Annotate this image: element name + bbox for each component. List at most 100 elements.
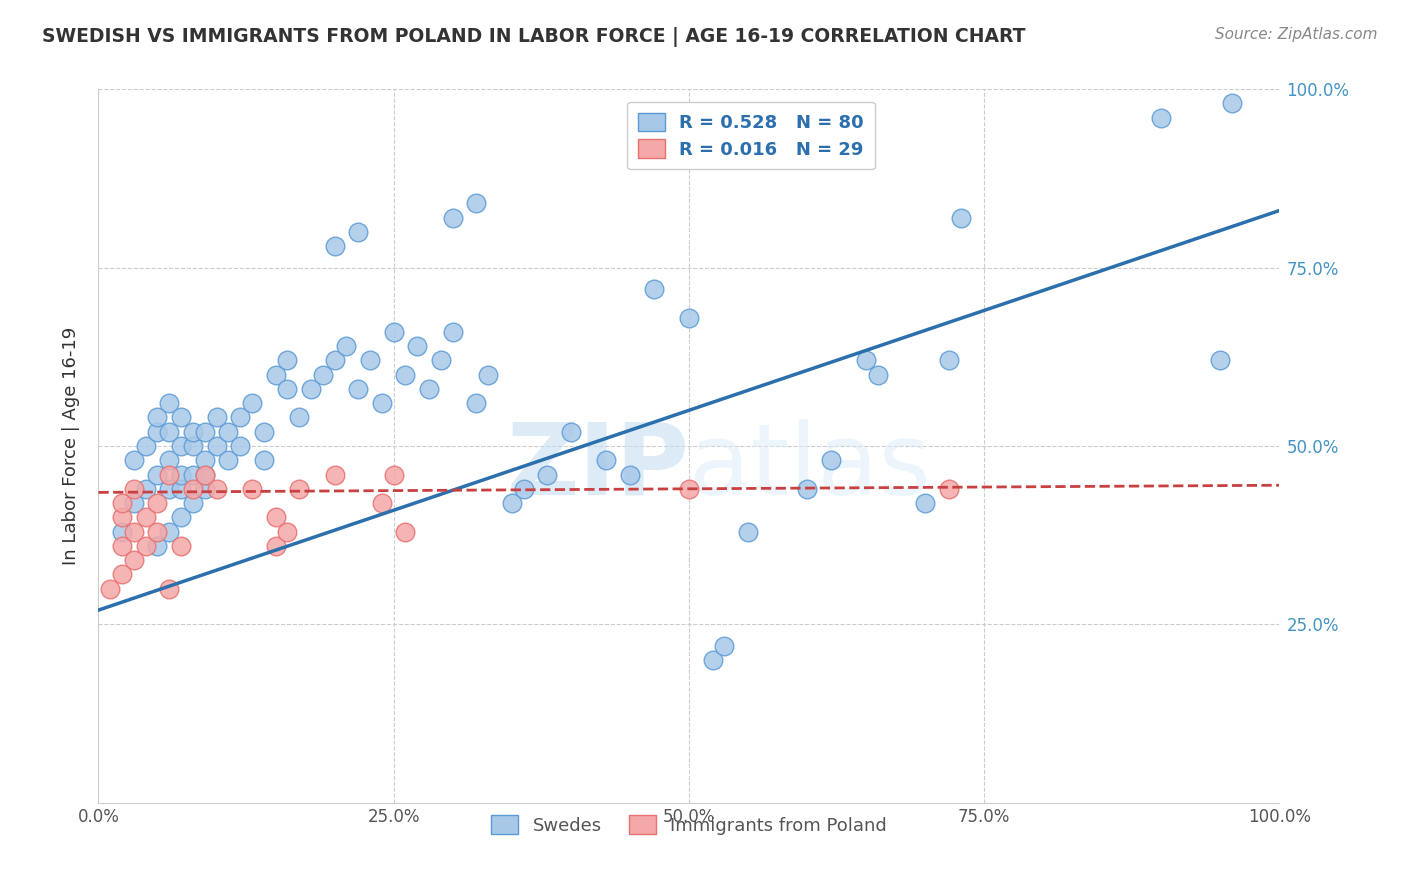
Point: [181, 439, 204, 453]
Point: [323, 239, 346, 253]
Point: [229, 439, 252, 453]
Point: [122, 453, 145, 467]
Point: [135, 439, 157, 453]
Point: [253, 425, 276, 439]
Point: [170, 439, 193, 453]
Point: [194, 453, 217, 467]
Point: [477, 368, 499, 382]
Point: [122, 553, 145, 567]
Point: [111, 524, 134, 539]
Point: [276, 524, 298, 539]
Point: [702, 653, 724, 667]
Point: [111, 567, 134, 582]
Point: [181, 496, 204, 510]
Point: [264, 368, 287, 382]
Point: [135, 482, 157, 496]
Point: [394, 524, 416, 539]
Point: [170, 510, 193, 524]
Point: [253, 453, 276, 467]
Point: [335, 339, 357, 353]
Point: [194, 482, 217, 496]
Point: [170, 539, 193, 553]
Text: SWEDISH VS IMMIGRANTS FROM POLAND IN LABOR FORCE | AGE 16-19 CORRELATION CHART: SWEDISH VS IMMIGRANTS FROM POLAND IN LAB…: [42, 27, 1026, 46]
Point: [157, 453, 180, 467]
Point: [560, 425, 582, 439]
Point: [619, 467, 641, 482]
Point: [181, 482, 204, 496]
Point: [146, 496, 169, 510]
Point: [323, 467, 346, 482]
Point: [678, 310, 700, 325]
Point: [465, 196, 488, 211]
Point: [157, 425, 180, 439]
Point: [276, 382, 298, 396]
Point: [170, 467, 193, 482]
Point: [914, 496, 936, 510]
Point: [643, 282, 665, 296]
Text: Source: ZipAtlas.com: Source: ZipAtlas.com: [1215, 27, 1378, 42]
Point: [595, 453, 617, 467]
Point: [288, 482, 311, 496]
Point: [240, 482, 263, 496]
Point: [157, 582, 180, 596]
Text: atlas: atlas: [689, 419, 931, 516]
Point: [170, 482, 193, 496]
Y-axis label: In Labor Force | Age 16-19: In Labor Force | Age 16-19: [62, 326, 80, 566]
Point: [194, 425, 217, 439]
Point: [359, 353, 381, 368]
Point: [796, 482, 818, 496]
Point: [111, 539, 134, 553]
Point: [170, 410, 193, 425]
Point: [122, 482, 145, 496]
Point: [194, 467, 217, 482]
Point: [938, 353, 960, 368]
Point: [371, 396, 394, 410]
Point: [512, 482, 534, 496]
Point: [949, 211, 972, 225]
Point: [1150, 111, 1173, 125]
Point: [146, 410, 169, 425]
Point: [157, 467, 180, 482]
Point: [205, 439, 228, 453]
Text: ZIP: ZIP: [506, 419, 689, 516]
Point: [855, 353, 877, 368]
Point: [157, 524, 180, 539]
Point: [299, 382, 322, 396]
Point: [276, 353, 298, 368]
Point: [181, 467, 204, 482]
Point: [536, 467, 558, 482]
Point: [146, 425, 169, 439]
Point: [441, 325, 464, 339]
Point: [938, 482, 960, 496]
Point: [146, 467, 169, 482]
Point: [323, 353, 346, 368]
Point: [205, 410, 228, 425]
Point: [382, 325, 405, 339]
Point: [418, 382, 440, 396]
Point: [157, 396, 180, 410]
Point: [146, 539, 169, 553]
Point: [229, 410, 252, 425]
Point: [371, 496, 394, 510]
Point: [217, 425, 239, 439]
Point: [135, 510, 157, 524]
Point: [194, 467, 217, 482]
Point: [312, 368, 335, 382]
Point: [111, 496, 134, 510]
Point: [111, 510, 134, 524]
Point: [382, 467, 405, 482]
Point: [866, 368, 889, 382]
Point: [441, 211, 464, 225]
Point: [135, 539, 157, 553]
Point: [264, 510, 287, 524]
Point: [205, 482, 228, 496]
Point: [406, 339, 429, 353]
Point: [501, 496, 523, 510]
Point: [264, 539, 287, 553]
Point: [1209, 353, 1232, 368]
Point: [146, 524, 169, 539]
Point: [430, 353, 453, 368]
Point: [157, 482, 180, 496]
Point: [347, 382, 370, 396]
Point: [737, 524, 759, 539]
